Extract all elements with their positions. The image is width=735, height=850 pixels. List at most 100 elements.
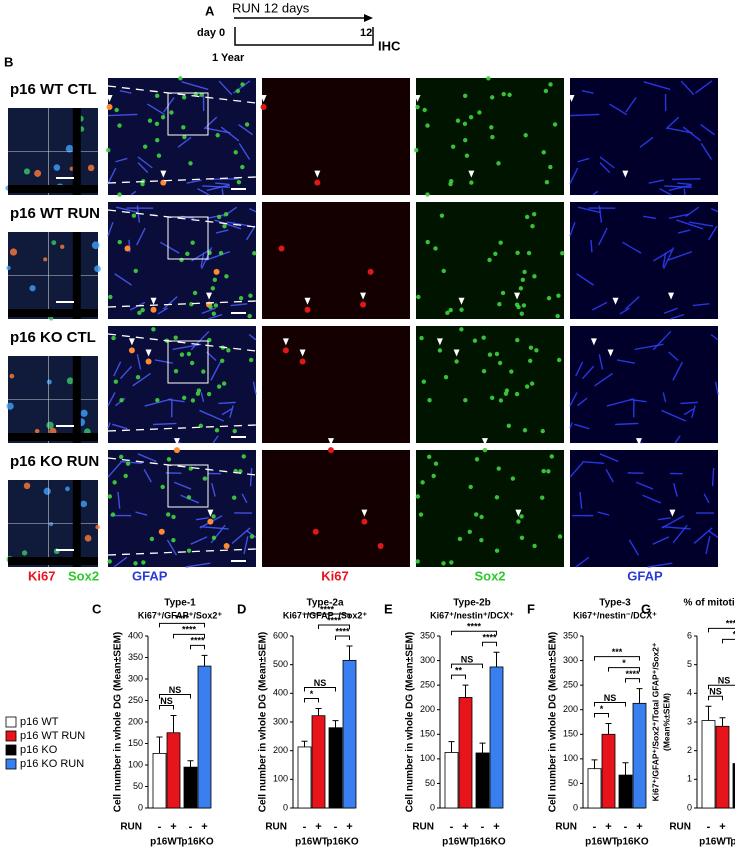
sox2-cell xyxy=(221,381,227,386)
sox2-cell xyxy=(211,514,216,519)
row-label: p16 WT CTL xyxy=(10,81,97,98)
gfap-fiber xyxy=(221,188,224,196)
cell xyxy=(34,428,40,434)
error-bar xyxy=(636,688,643,704)
y-tick-label: 250 xyxy=(420,680,435,690)
gfap-fiber xyxy=(664,185,693,189)
gfap-fiber xyxy=(667,127,693,134)
sox2-cell xyxy=(117,239,122,245)
gfap-fiber xyxy=(652,536,670,545)
gfap-fiber xyxy=(569,167,579,184)
sox2-cell xyxy=(457,536,463,542)
gfap-fiber xyxy=(186,179,202,184)
sig-label: *** xyxy=(726,619,735,629)
gfap-fiber xyxy=(685,206,700,217)
error-bar xyxy=(156,736,163,754)
gfap-fiber xyxy=(663,307,678,315)
chart-title: Type-1 xyxy=(164,598,196,609)
ki67-cell xyxy=(360,301,367,308)
error-bar xyxy=(201,654,208,667)
sox2-cell xyxy=(110,512,116,517)
arrowhead xyxy=(260,95,267,103)
error-bar xyxy=(170,715,177,733)
legend-label: p16 WT RUN xyxy=(20,730,85,742)
gfap-fiber xyxy=(201,307,216,315)
gfap-fiber xyxy=(619,307,630,315)
inset-bar xyxy=(8,309,98,317)
gfap-fiber xyxy=(117,491,121,509)
inset-bar xyxy=(72,108,81,195)
ki67-cell xyxy=(299,358,306,365)
sox2-cell xyxy=(133,561,138,566)
sox2-cell xyxy=(226,348,231,353)
channel-label: Ki67 xyxy=(321,568,348,583)
y-tick-label: 200 xyxy=(128,716,143,726)
arrowhead xyxy=(669,509,676,517)
ki67-cell xyxy=(304,306,311,313)
x-tick-label: + xyxy=(346,821,352,833)
panel-letter: G xyxy=(641,601,651,616)
error-bar xyxy=(301,740,308,747)
sox2-cell xyxy=(449,179,454,184)
inset-bar xyxy=(72,480,81,567)
error-bar xyxy=(462,684,469,698)
error-bar xyxy=(346,645,353,661)
sox2-cell xyxy=(137,310,142,316)
group-label: p16WT xyxy=(295,837,328,848)
sox2-cell xyxy=(468,115,474,120)
sox2-cell xyxy=(519,311,524,316)
sox2-cell xyxy=(519,535,525,540)
sox2-cell xyxy=(556,357,562,363)
inset-bar xyxy=(8,433,98,441)
gfap-fiber xyxy=(575,556,590,568)
arrowhead xyxy=(327,438,334,446)
arrowhead xyxy=(360,292,367,300)
sox2-cell xyxy=(232,428,237,434)
gfap-fiber xyxy=(575,361,584,377)
ki67-cell xyxy=(213,268,220,275)
sig-bracket xyxy=(304,687,336,692)
y-tick-label: 200 xyxy=(420,704,435,714)
chart-title: Type-2a xyxy=(306,598,343,609)
gfap-fiber xyxy=(226,221,252,227)
gfap-fiber xyxy=(700,124,716,136)
panel-letter: B xyxy=(4,54,13,69)
gfap-fiber xyxy=(569,392,578,407)
gfap-fiber xyxy=(577,206,601,214)
gfap-fiber xyxy=(694,80,713,94)
cell xyxy=(65,486,70,492)
sox2-cell xyxy=(477,110,482,115)
sox2-cell xyxy=(119,454,124,460)
arrowhead xyxy=(514,292,521,300)
arrowhead xyxy=(436,338,443,346)
micrograph xyxy=(262,78,410,195)
x-tick-label: + xyxy=(605,821,611,833)
sox2-cell xyxy=(220,358,225,363)
gfap-fiber xyxy=(214,219,242,230)
bar xyxy=(444,752,459,809)
bar xyxy=(618,774,633,809)
sox2-cell xyxy=(540,428,545,434)
arrowhead xyxy=(106,95,113,103)
chart-title: % of mitotic Type-1 xyxy=(684,598,735,609)
gfap-fiber xyxy=(249,467,253,487)
sig-bracket xyxy=(722,638,735,644)
legend-label: p16 KO xyxy=(20,744,58,756)
run-label: RUN 12 days xyxy=(232,0,310,15)
y-axis-label: (Mean%±SEM) xyxy=(661,693,671,751)
y-tick-label: 5 xyxy=(687,659,692,669)
sox2-cell xyxy=(171,537,176,543)
group-label: p16KO xyxy=(473,837,505,848)
x-tick-label: + xyxy=(170,821,176,833)
gfap-fiber xyxy=(680,80,695,96)
sox2-cell xyxy=(459,327,464,332)
sox2-cell xyxy=(518,286,524,291)
gfap-fiber xyxy=(662,525,691,530)
cell xyxy=(9,248,18,256)
sox2-cell xyxy=(526,250,532,256)
micrograph xyxy=(570,78,718,195)
sox2-cell xyxy=(216,384,222,389)
sig-label: *** xyxy=(733,630,735,640)
sox2-cell xyxy=(240,82,245,87)
gfap-fiber xyxy=(653,248,673,262)
